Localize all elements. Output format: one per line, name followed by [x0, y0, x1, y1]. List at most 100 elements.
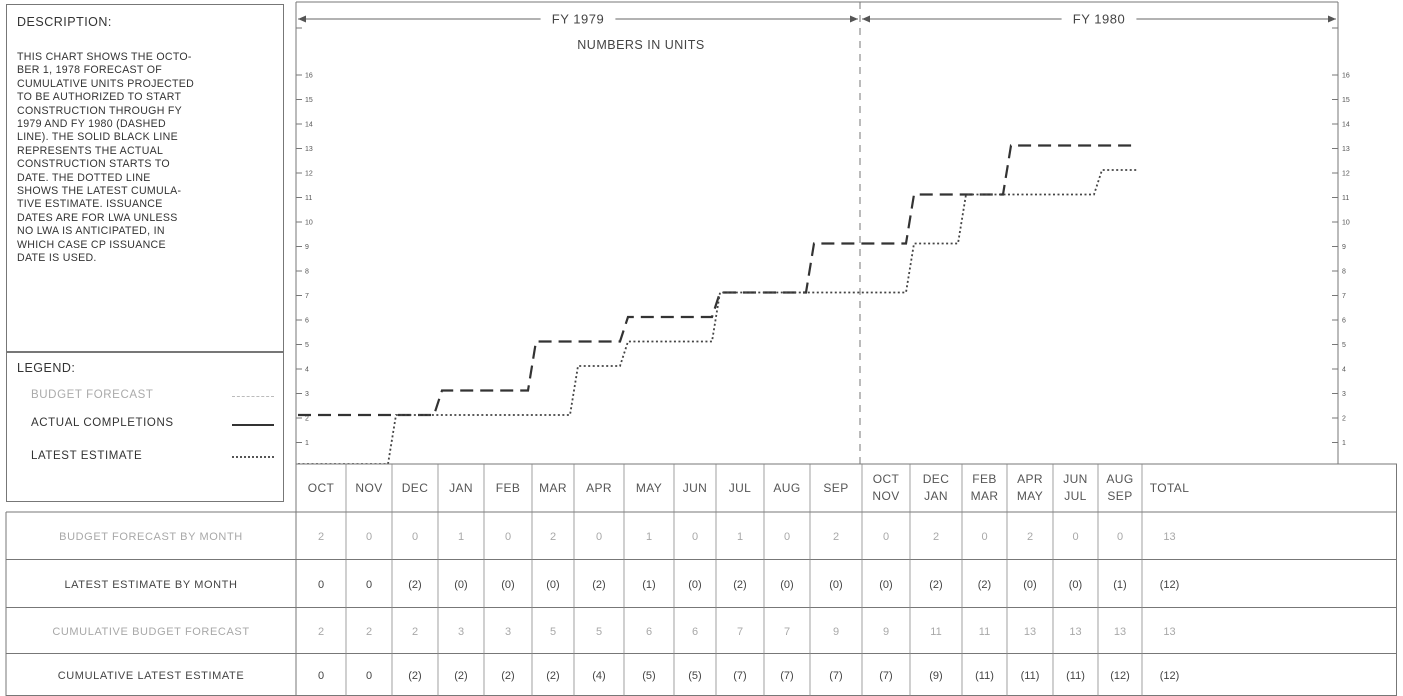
table-cell: 0	[1072, 531, 1078, 543]
column-header-line1: JUN	[1063, 472, 1088, 486]
description-panel: DESCRIPTION: THIS CHART SHOWS THE OCTO- B…	[6, 4, 284, 352]
column-header: MAY	[636, 481, 662, 495]
y-tick-label-right: 9	[1342, 244, 1346, 251]
table-cell: (0)	[780, 579, 793, 591]
table-cell: 1	[737, 531, 743, 543]
legend-actual-swatch	[232, 424, 274, 426]
description-line: REPRESENTS THE ACTUAL	[17, 144, 164, 157]
y-tick-label-left: 3	[305, 391, 309, 398]
description-line: 1979 AND FY 1980 (DASHED	[17, 118, 166, 131]
y-tick-label-right: 5	[1342, 342, 1346, 349]
column-header-line2: SEP	[1107, 489, 1132, 503]
table-cell: 11	[979, 626, 990, 638]
table-cell: 13	[1163, 626, 1175, 638]
description-line: THIS CHART SHOWS THE OCTO-	[17, 51, 192, 63]
table-cell: 11	[930, 626, 941, 638]
legend-heading: LEGEND:	[17, 361, 76, 375]
column-header-line1: AUG	[1106, 472, 1133, 486]
description-line: TO BE AUTHORIZED TO START	[17, 91, 182, 104]
table-cell: 2	[318, 626, 324, 638]
y-tick-label-right: 15	[1342, 97, 1350, 104]
budget-forecast-line	[298, 144, 1138, 417]
table-cell: (0)	[546, 579, 559, 591]
table-cell: 1	[458, 531, 464, 543]
table-cell: 0	[883, 531, 889, 543]
table-cell: (2)	[501, 670, 514, 682]
description-line: WHICH CASE CP ISSUANCE	[17, 238, 166, 251]
table-cell: 2	[550, 531, 556, 543]
fy-1979-arrowhead-right	[850, 15, 858, 23]
column-header: JAN	[449, 481, 473, 495]
table-row-label: CUMULATIVE BUDGET FORECAST	[52, 626, 249, 638]
table-cell: (0)	[688, 579, 701, 591]
y-tick-label-left: 1	[305, 440, 309, 447]
table-cell: 3	[458, 626, 464, 638]
table-cell: (2)	[454, 670, 467, 682]
table-cell: 5	[596, 626, 602, 638]
table-cell: 0	[981, 531, 987, 543]
y-tick-label-left: 16	[305, 73, 313, 80]
table-cell: 2	[1027, 531, 1033, 543]
table-cell: 2	[318, 531, 324, 543]
y-tick-label-right: 16	[1342, 73, 1350, 80]
table-cell: (2)	[733, 579, 746, 591]
legend-latest-swatch	[232, 456, 274, 458]
column-header: AUG	[773, 481, 800, 495]
legend-actual-label: ACTUAL COMPLETIONS	[31, 417, 174, 429]
table-cell: 0	[1117, 531, 1123, 543]
column-header: JUL	[729, 481, 752, 495]
data-table: OCT NOV DEC JAN FEB MAR APR MAY JUN JUL AUG SEP OCT N…	[5, 463, 1397, 696]
description-line: DATE. THE DOTTED LINE	[17, 171, 151, 184]
table-cell: 0	[366, 531, 372, 543]
description-line: CONSTRUCTION STARTS TO	[17, 158, 170, 171]
table-cell: 2	[833, 531, 839, 543]
table-cell: (11)	[1021, 670, 1040, 682]
column-header-line1: APR	[1017, 472, 1043, 486]
table-cell: 3	[505, 626, 511, 638]
column-header-line2: NOV	[872, 489, 899, 503]
table-cell: (1)	[642, 579, 655, 591]
fy-1980-arrowhead-left	[862, 15, 870, 23]
table-cell: (7)	[780, 670, 793, 682]
table-row-label: LATEST ESTIMATE BY MONTH	[64, 579, 237, 591]
table-cell: 5	[550, 626, 556, 638]
column-header: APR	[586, 481, 612, 495]
table-cell: (1)	[1113, 579, 1126, 591]
description-line: BER 1, 1978 FORECAST OF	[17, 64, 163, 77]
description-line: SHOWS THE LATEST CUMULA-	[17, 185, 182, 198]
legend-budget-label: BUDGET FORECAST	[31, 389, 154, 401]
table-cell: (0)	[1023, 579, 1036, 591]
y-tick-label-left: 12	[305, 171, 313, 178]
table-cell: 0	[318, 579, 324, 591]
table-cell: (5)	[642, 670, 655, 682]
y-tick-label-right: 11	[1342, 195, 1349, 202]
table-cell: (5)	[688, 670, 701, 682]
description-line: DATE IS USED.	[17, 252, 97, 265]
column-header-line2: JAN	[924, 489, 948, 503]
y-tick-label-right: 3	[1342, 391, 1346, 398]
y-tick-label-left: 2	[305, 416, 309, 423]
description-line: DATES ARE FOR LWA UNLESS	[17, 211, 178, 224]
y-tick-label-left: 10	[305, 220, 313, 227]
description-heading: DESCRIPTION:	[17, 15, 112, 29]
chart-series	[298, 144, 1138, 464]
table-cell: 13	[1114, 626, 1126, 638]
table-cell: (2)	[929, 579, 942, 591]
y-tick-label-left: 11	[305, 195, 312, 202]
table-cell: 0	[318, 670, 324, 682]
table-cell: 9	[833, 626, 839, 638]
description-line: CUMULATIVE UNITS PROJECTED	[17, 77, 195, 90]
y-tick-label-left: 4	[305, 367, 309, 374]
table-cell: 13	[1163, 531, 1175, 543]
y-tick-label-left: 6	[305, 318, 309, 325]
table-cell: 7	[737, 626, 743, 638]
table-cell: (7)	[829, 670, 842, 682]
table-cell: 2	[366, 626, 372, 638]
y-tick-label-right: 7	[1342, 293, 1346, 300]
table-cell: (0)	[829, 579, 842, 591]
table-cell: (2)	[546, 670, 559, 682]
table-cell: 1	[646, 531, 652, 543]
column-header: TOTAL	[1150, 481, 1190, 495]
table-cell: (2)	[978, 579, 991, 591]
